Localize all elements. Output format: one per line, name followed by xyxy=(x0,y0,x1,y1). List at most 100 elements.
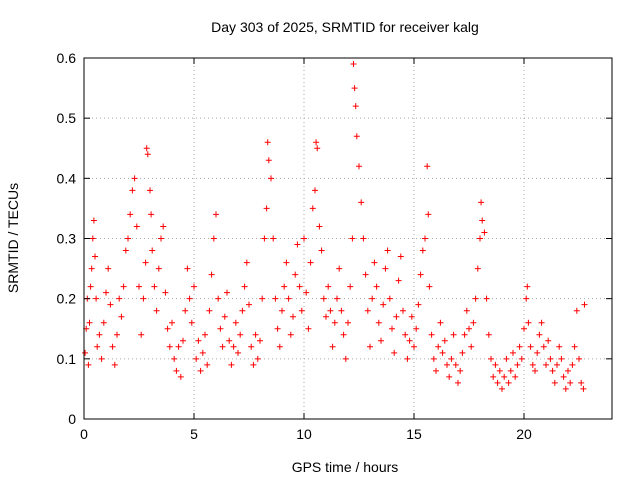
data-point xyxy=(153,307,160,314)
data-point xyxy=(386,295,393,302)
data-point xyxy=(232,319,239,326)
data-point xyxy=(148,211,155,218)
data-point xyxy=(131,175,138,182)
data-point xyxy=(408,313,415,320)
data-point xyxy=(378,337,384,344)
data-point xyxy=(199,349,206,356)
data-point xyxy=(118,313,125,320)
data-point xyxy=(529,361,536,368)
data-point xyxy=(503,355,510,362)
x-tick-label: 10 xyxy=(296,426,312,442)
data-point xyxy=(329,343,336,350)
data-point xyxy=(143,145,150,152)
data-point xyxy=(336,265,343,272)
data-point xyxy=(340,331,347,338)
data-point xyxy=(565,367,571,374)
data-point xyxy=(142,259,149,266)
data-point xyxy=(524,283,531,290)
data-point xyxy=(362,271,369,278)
data-point xyxy=(450,331,457,338)
data-point xyxy=(342,355,349,362)
data-point xyxy=(419,247,426,254)
data-point xyxy=(406,337,413,344)
data-point xyxy=(164,325,171,332)
data-point xyxy=(171,355,178,362)
data-point xyxy=(309,205,316,212)
data-point xyxy=(556,343,563,350)
data-point xyxy=(239,307,246,314)
data-point xyxy=(210,235,217,242)
x-tick-label: 5 xyxy=(190,426,198,442)
data-point xyxy=(349,235,356,242)
data-point xyxy=(140,295,147,302)
data-point xyxy=(314,145,321,152)
data-point xyxy=(82,349,89,356)
data-point xyxy=(523,295,530,302)
data-point xyxy=(494,379,501,386)
data-point xyxy=(521,325,527,332)
data-points xyxy=(82,61,588,392)
data-point xyxy=(380,301,387,308)
y-tick-label: 0.4 xyxy=(57,170,77,186)
data-point xyxy=(580,385,587,392)
x-tick-label: 15 xyxy=(406,426,422,442)
data-point xyxy=(382,265,389,272)
data-point xyxy=(425,211,432,218)
data-point xyxy=(433,367,439,374)
data-point xyxy=(466,325,472,332)
data-point xyxy=(457,367,464,374)
data-point xyxy=(313,139,320,146)
y-tick-label: 0.2 xyxy=(57,291,77,307)
data-point xyxy=(551,379,558,386)
data-point xyxy=(155,265,162,272)
data-point xyxy=(536,331,543,338)
data-point xyxy=(204,361,211,368)
y-tick-label: 0.5 xyxy=(57,110,77,126)
data-point xyxy=(287,331,294,338)
data-point xyxy=(230,343,237,350)
data-point xyxy=(402,331,409,338)
data-point xyxy=(151,283,158,290)
data-point xyxy=(257,337,263,344)
data-point xyxy=(338,307,345,314)
data-point xyxy=(215,295,222,302)
data-point xyxy=(305,325,312,332)
data-point xyxy=(87,283,94,290)
data-point xyxy=(147,187,153,194)
data-point xyxy=(120,283,127,290)
data-point xyxy=(136,283,142,290)
data-point xyxy=(404,355,411,362)
data-point xyxy=(499,385,505,392)
data-point xyxy=(573,307,580,314)
data-point xyxy=(149,247,156,254)
data-point xyxy=(393,313,400,320)
data-point xyxy=(252,331,259,338)
data-point xyxy=(316,223,323,230)
data-point xyxy=(350,61,357,68)
data-point xyxy=(276,343,283,350)
data-point xyxy=(226,337,233,344)
data-point xyxy=(191,283,197,290)
data-point xyxy=(100,319,107,326)
data-point xyxy=(127,211,134,218)
data-point xyxy=(567,379,574,386)
data-point xyxy=(325,283,332,290)
data-point xyxy=(391,349,398,356)
data-point xyxy=(543,361,549,368)
data-point xyxy=(413,325,420,332)
data-point xyxy=(422,235,428,242)
data-point xyxy=(538,319,545,326)
x-tick-label: 20 xyxy=(516,426,532,442)
data-point xyxy=(534,349,541,356)
data-point xyxy=(279,307,285,314)
data-point xyxy=(512,373,519,380)
data-point xyxy=(352,103,359,110)
data-point xyxy=(114,331,120,338)
data-point xyxy=(182,307,189,314)
data-point xyxy=(477,235,483,242)
data-point xyxy=(281,283,288,290)
data-point xyxy=(92,253,98,260)
data-point xyxy=(485,331,492,338)
data-point xyxy=(373,283,380,290)
